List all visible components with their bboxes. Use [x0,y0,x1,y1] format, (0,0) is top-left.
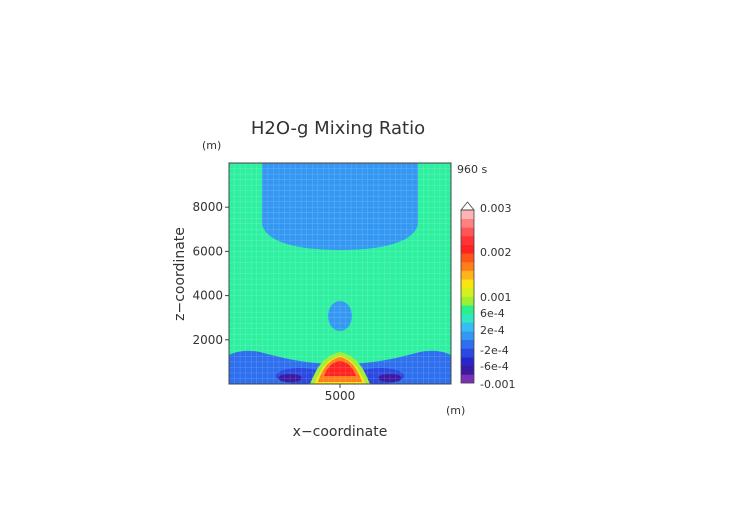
colorbar-swatch [461,287,474,297]
grid-lines [229,163,451,384]
colorbar-swatch [461,218,474,228]
colorbar-swatch [461,244,474,254]
colorbar-label: 0.002 [480,246,512,259]
colorbar-label: -6e-4 [480,360,509,373]
y-axis-ticks: 2000 4000 6000 8000 [192,200,229,347]
colorbar-swatch [461,348,474,358]
contour-green-mid [229,163,451,364]
contour-lobe-right-core [378,374,402,382]
colorbar-extend-arrow [460,201,475,211]
colorbar-label: -0.001 [480,378,515,391]
x-tick-label: 5000 [325,389,356,403]
colorbar-label: 0.001 [480,291,512,304]
colorbar-swatch [461,253,474,263]
colorbar-swatch [461,339,474,349]
y-tick-label: 6000 [192,244,223,258]
colorbar-swatch [461,261,474,271]
colorbar-label: 2e-4 [480,324,505,337]
colorbar-swatch [461,331,474,341]
colorbar: 0.003 0.002 0.001 6e-4 2e-4 -2e-4 -6e-4 -0.001 [460,201,515,391]
contour-upper-column [262,163,418,250]
y-tick-label: 8000 [192,200,223,214]
time-label: 960 s [457,163,487,176]
chart-title: H2O-g Mixing Ratio [251,118,425,139]
colorbar-swatch [461,227,474,237]
y-axis-label: z−coordinate [172,227,188,321]
colorbar-swatch [461,365,474,375]
colorbar-swatch [461,305,474,315]
colorbar-label: 0.003 [480,202,512,215]
plot-area [229,163,451,384]
contour-plume-red [324,361,356,376]
y-tick-label: 2000 [192,333,223,347]
contour-lobe-left-core [278,374,302,382]
y-unit-label: (m) [202,139,221,152]
colorbar-swatch [461,322,474,332]
colorbar-frame [460,209,475,384]
colorbar-label: -2e-4 [480,344,509,357]
colorbar-swatch [461,279,474,289]
x-axis-ticks: 5000 [325,384,356,403]
contour-bubble [328,301,352,331]
x-unit-label: (m) [446,404,465,417]
colorbar-swatch [461,313,474,323]
colorbar-swatch [461,374,474,384]
contour-lower-band-edge [229,308,451,384]
colorbar-swatch [461,296,474,306]
colorbar-swatch [461,235,474,245]
y-tick-label: 4000 [192,289,223,303]
x-axis-label: x−coordinate [293,424,388,440]
colorbar-swatch [461,210,474,219]
colorbar-label: 6e-4 [480,307,505,320]
colorbar-swatch [461,357,474,366]
colorbar-swatch [461,270,474,280]
